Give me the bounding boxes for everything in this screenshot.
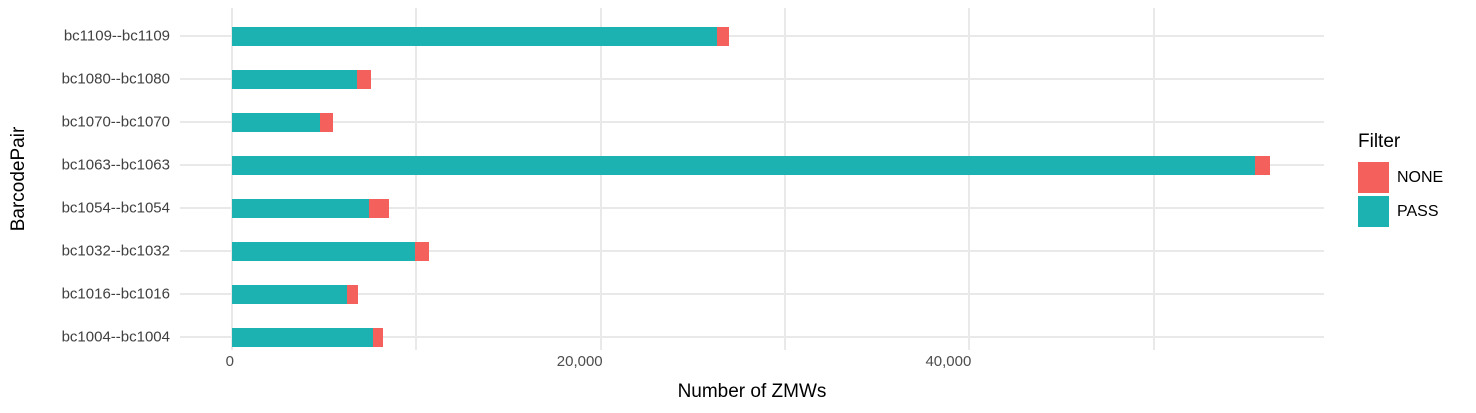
legend: Filter NONE PASS: [1358, 131, 1443, 230]
legend-title: Filter: [1358, 131, 1401, 152]
bar-segment-pass: [231, 198, 369, 218]
bar-segment-pass: [231, 155, 1256, 175]
bar-segment-none: [347, 284, 358, 304]
legend-item-pass: PASS: [1358, 196, 1443, 227]
legend-items: NONE PASS: [1358, 162, 1443, 227]
gridline-horizontal: [180, 336, 1324, 338]
bar-segment-none: [415, 241, 429, 261]
category-label: bc1016--bc1016: [61, 285, 170, 303]
category-label: bc1032--bc1032: [61, 242, 170, 260]
legend-swatch-none: [1358, 162, 1389, 193]
category-label: bc1070--bc1070: [61, 113, 170, 131]
bar-segment-none: [716, 26, 729, 46]
gridline-vertical: [230, 8, 233, 350]
bar-segment-pass: [231, 284, 348, 304]
gridline-horizontal: [180, 250, 1324, 252]
gridline-horizontal: [180, 207, 1324, 209]
gridline-horizontal: [180, 121, 1324, 123]
bar-segment-pass: [231, 327, 374, 347]
gridline-vertical: [783, 8, 786, 350]
plot-panel: [180, 8, 1324, 350]
bar-segment-none: [356, 69, 371, 89]
bar-segment-pass: [231, 69, 357, 89]
gridline-horizontal: [180, 78, 1324, 80]
bar-segment-pass: [231, 241, 416, 261]
gridline-vertical: [599, 8, 602, 350]
category-label: bc1004--bc1004: [61, 328, 170, 346]
bar-segment-none: [1255, 155, 1271, 175]
category-label: bc1109--bc1109: [63, 27, 170, 45]
category-label: bc1063--bc1063: [61, 156, 170, 174]
legend-item-none: NONE: [1358, 162, 1443, 193]
legend-label: PASS: [1397, 202, 1439, 220]
bar-segment-pass: [231, 26, 717, 46]
x-axis-tick-labels: 0 20,000 40,000: [180, 353, 1324, 373]
bar-segment-none: [368, 198, 390, 218]
gridline-vertical: [1152, 8, 1155, 350]
bar-segment-none: [373, 327, 384, 347]
category-label: bc1080--bc1080: [61, 70, 170, 88]
x-axis-title: Number of ZMWs: [677, 381, 827, 402]
legend-label: NONE: [1397, 168, 1444, 186]
gridline-vertical: [415, 8, 418, 350]
x-tick-label: 40,000: [925, 353, 972, 370]
x-tick-label: 20,000: [556, 353, 603, 370]
gridline-horizontal: [180, 293, 1324, 295]
gridline-horizontal: [180, 35, 1324, 37]
x-tick-label: 0: [225, 353, 234, 370]
y-axis-category-labels: bc1109--bc1109 bc1080--bc1080 bc1070--bc10…: [0, 8, 175, 350]
bar-segment-pass: [231, 112, 320, 132]
legend-swatch-pass: [1358, 196, 1389, 227]
category-label: bc1054--bc1054: [61, 199, 170, 217]
bar-segment-none: [319, 112, 333, 132]
gridline-vertical: [968, 8, 971, 350]
